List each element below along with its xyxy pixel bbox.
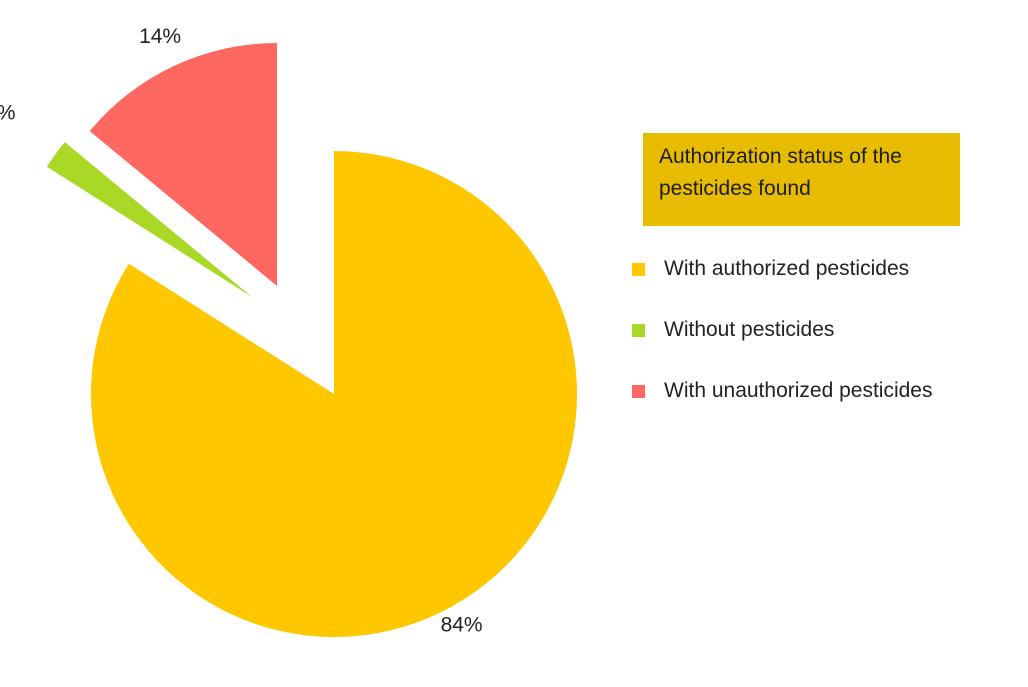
legend-label-authorized: With authorized pesticides (664, 257, 910, 280)
legend-swatch-authorized (632, 263, 645, 276)
pie-slice-0[interactable] (90, 151, 577, 637)
pie-label-1: 2% (0, 102, 16, 125)
legend-label-without: Without pesticides (664, 318, 835, 341)
pie-slice-2[interactable] (89, 43, 278, 286)
legend-swatch-unauthorized (632, 385, 645, 398)
legend-swatch-without (632, 324, 645, 337)
legend-label-unauthorized: With unauthorized pesticides (664, 379, 933, 402)
pie-slice-1[interactable] (46, 142, 252, 297)
pie-label-2: 14% (139, 25, 181, 48)
legend-title: Authorization status of the pesticides f… (643, 133, 960, 226)
pie-label-0: 84% (441, 614, 483, 637)
